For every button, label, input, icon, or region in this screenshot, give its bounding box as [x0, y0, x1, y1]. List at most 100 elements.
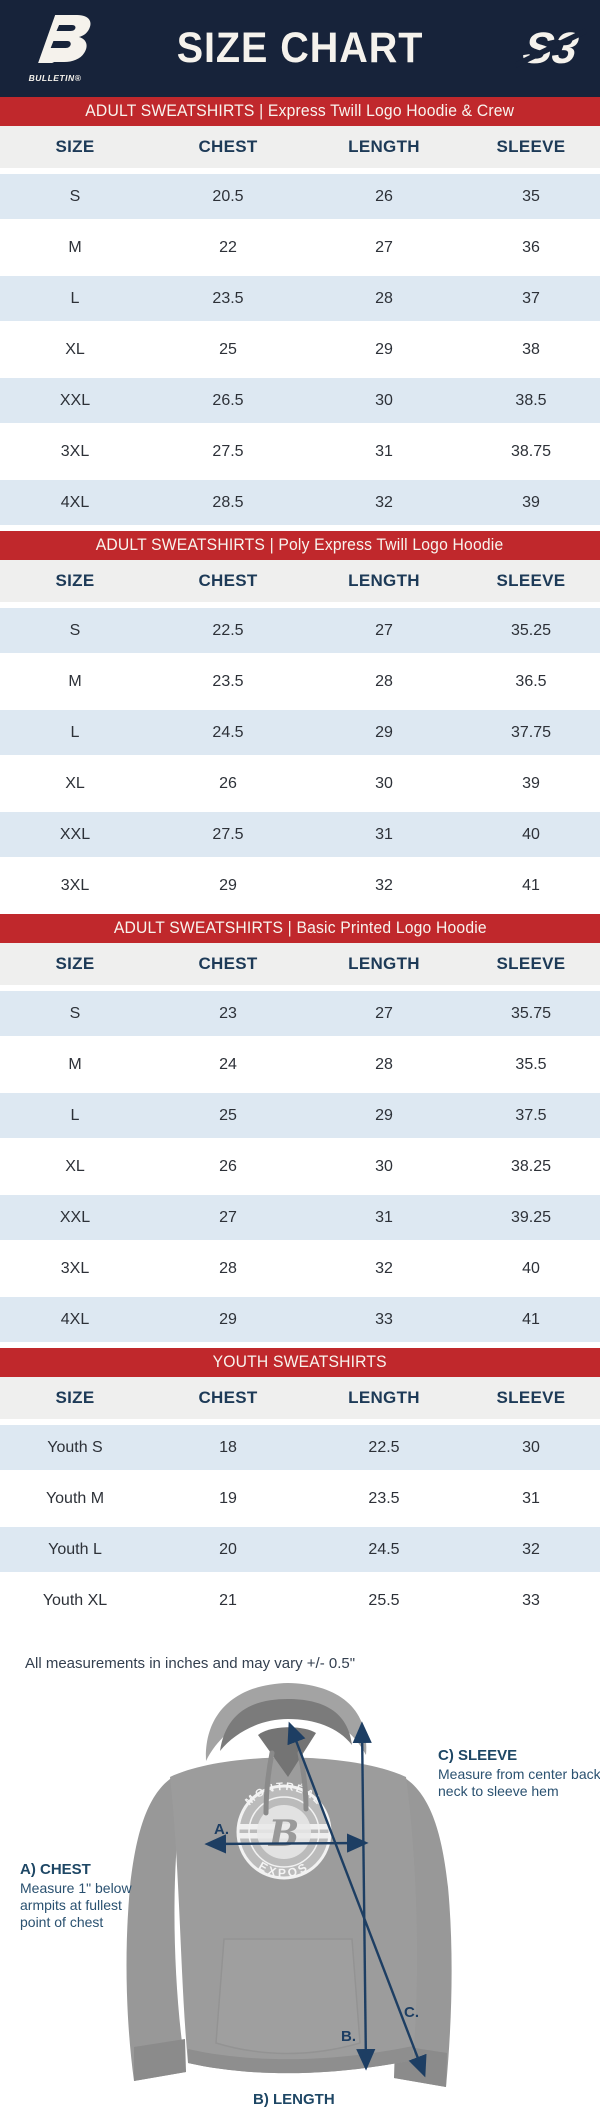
column-header: SLEEVE [462, 560, 600, 608]
size-cell: 4XL [0, 1294, 150, 1348]
section-banner-label: ADULT SWEATSHIRTS | Poly Express Twill L… [96, 536, 504, 554]
column-header: SIZE [0, 560, 150, 608]
size-cell: 30 [462, 1422, 600, 1476]
size-cell: 26 [306, 171, 462, 225]
column-header-row: SIZE CHEST LENGTH SLEEVE [0, 943, 600, 991]
chest-instruction-title: A) CHEST [20, 1861, 91, 1878]
measurement-diagram: MONTRÉAL EXPOS B [0, 1677, 600, 2110]
size-row: XXL 27.5 31 40 [0, 809, 600, 863]
size-cell: 24.5 [306, 1524, 462, 1578]
size-section: ADULT SWEATSHIRTS | Basic Printed Logo H… [0, 914, 600, 1348]
size-cell: 27 [306, 605, 462, 659]
size-cell: 27 [306, 222, 462, 276]
size-cell: M [0, 656, 150, 710]
badge-monogram: B [268, 1813, 299, 1855]
size-cell: 28 [306, 273, 462, 327]
size-row: Youth M 19 23.5 31 [0, 1473, 600, 1527]
size-cell: 38.5 [462, 375, 600, 429]
hoodie-diagram-image: MONTRÉAL EXPOS B [126, 1683, 452, 2087]
size-cell: 29 [306, 707, 462, 761]
size-cell: XL [0, 1141, 150, 1195]
section-banner: ADULT SWEATSHIRTS | Poly Express Twill L… [0, 531, 600, 560]
length-instruction: B) LENGTH Measure from top of shoulder t… [253, 2091, 378, 2110]
size-cell: L [0, 707, 150, 761]
size-cell: L [0, 273, 150, 327]
size-row: Youth XL 21 25.5 33 [0, 1575, 600, 1629]
size-row: M 24 28 35.5 [0, 1039, 600, 1093]
size-cell: 38.75 [462, 426, 600, 480]
section-banner-label: ADULT SWEATSHIRTS | Basic Printed Logo H… [113, 919, 487, 937]
size-cell: 3XL [0, 426, 150, 480]
size-cell: 33 [306, 1294, 462, 1348]
size-cell: 28 [306, 1039, 462, 1093]
size-table: SIZE CHEST LENGTH SLEEVE S 23 27 35.75 M 24 28 35.… [0, 943, 600, 1348]
marker-b-label: B. [341, 2028, 356, 2045]
column-header-row: SIZE CHEST LENGTH SLEEVE [0, 560, 600, 608]
size-cell: 39 [462, 477, 600, 531]
size-cell: 32 [462, 1524, 600, 1578]
section-banner-label: ADULT SWEATSHIRTS | Express Twill Logo H… [85, 102, 515, 120]
column-header: SLEEVE [462, 126, 600, 174]
measurement-note: All measurements in inches and may vary … [25, 1655, 356, 1672]
size-cell: 30 [306, 758, 462, 812]
size-cell: 31 [462, 1473, 600, 1527]
size-section: YOUTH SWEATSHIRTS SIZE CHEST LENGTH SLEEVE … [0, 1348, 600, 1629]
size-row: M 23.5 28 36.5 [0, 656, 600, 710]
size-cell: Youth M [0, 1473, 150, 1527]
size-cell: 29 [150, 1294, 306, 1348]
measurement-arrows [204, 1721, 427, 2078]
size-cell: 28 [306, 656, 462, 710]
size-cell: 24.5 [150, 707, 306, 761]
size-cell: 39.25 [462, 1192, 600, 1246]
size-cell: 38.25 [462, 1141, 600, 1195]
size-cell: 40 [462, 809, 600, 863]
size-cell: 21 [150, 1575, 306, 1629]
size-cell: 25 [150, 324, 306, 378]
size-section: ADULT SWEATSHIRTS | Express Twill Logo H… [0, 97, 600, 531]
size-cell: 41 [462, 860, 600, 914]
section-banner: ADULT SWEATSHIRTS | Basic Printed Logo H… [0, 914, 600, 943]
column-header-row: SIZE CHEST LENGTH SLEEVE [0, 1377, 600, 1425]
size-cell: 31 [306, 809, 462, 863]
size-cell: M [0, 222, 150, 276]
size-cell: 29 [306, 324, 462, 378]
column-header: SLEEVE [462, 943, 600, 991]
chest-arrow [204, 1833, 369, 1854]
size-cell: Youth L [0, 1524, 150, 1578]
page-header: BULLETIN® SIZE CHART S3 [0, 0, 600, 97]
size-row: S 23 27 35.75 [0, 988, 600, 1042]
hoodie-illustration: MONTRÉAL EXPOS B [126, 1683, 452, 2087]
sleeve-instruction: C) SLEEVE Measure from center back neck … [438, 1747, 600, 1800]
size-cell: 35.75 [462, 988, 600, 1042]
size-tables: ADULT SWEATSHIRTS | Express Twill Logo H… [0, 97, 600, 1629]
size-cell: XXL [0, 809, 150, 863]
size-cell: S [0, 171, 150, 225]
sleeve-instruction-title: C) SLEEVE [438, 1747, 518, 1764]
column-header: LENGTH [306, 560, 462, 608]
size-cell: 27 [150, 1192, 306, 1246]
size-row: S 20.5 26 35 [0, 171, 600, 225]
size-cell: 3XL [0, 1243, 150, 1297]
size-cell: 22.5 [306, 1422, 462, 1476]
bulletin-wordmark: BULLETIN® [29, 73, 82, 83]
size-table: SIZE CHEST LENGTH SLEEVE S 20.5 26 35 M 22 27 36 L 2… [0, 126, 600, 531]
size-cell: 35.5 [462, 1039, 600, 1093]
size-row: 3XL 28 32 40 [0, 1243, 600, 1297]
column-header-row: SIZE CHEST LENGTH SLEEVE [0, 126, 600, 174]
size-cell: 31 [306, 426, 462, 480]
bulletin-logo-icon: BULLETIN® [29, 14, 91, 83]
size-cell: 30 [306, 375, 462, 429]
size-cell: 26.5 [150, 375, 306, 429]
size-cell: 41 [462, 1294, 600, 1348]
size-cell: M [0, 1039, 150, 1093]
size-row: 4XL 29 33 41 [0, 1294, 600, 1348]
column-header: SIZE [0, 943, 150, 991]
size-cell: 31 [306, 1192, 462, 1246]
size-cell: 39 [462, 758, 600, 812]
sleeve-arrow [287, 1721, 427, 2078]
size-cell: 29 [150, 860, 306, 914]
size-table: SIZE CHEST LENGTH SLEEVE Youth S 18 22.5 30 You… [0, 1377, 600, 1629]
size-cell: 29 [306, 1090, 462, 1144]
size-cell: 20.5 [150, 171, 306, 225]
